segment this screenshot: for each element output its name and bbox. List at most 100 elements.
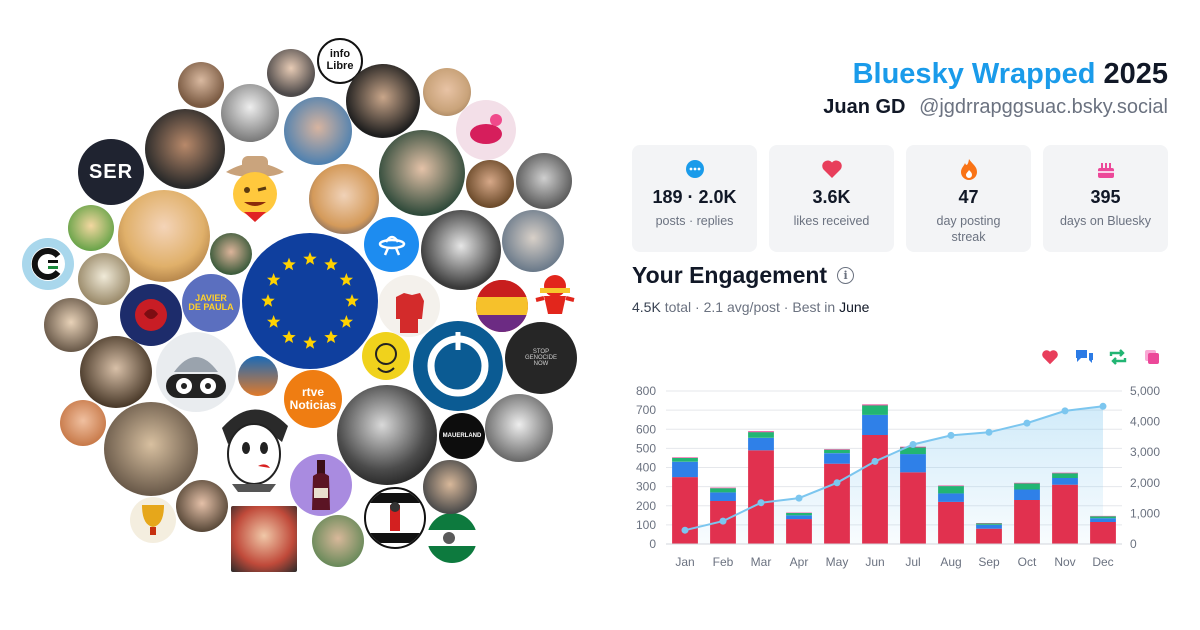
bar-segment-quotes bbox=[748, 431, 774, 433]
avatar-photo-12[interactable] bbox=[210, 233, 252, 275]
bar-segment-likes bbox=[900, 472, 926, 544]
engagement-best-month: June bbox=[839, 299, 870, 315]
avatar-photo-4[interactable] bbox=[346, 64, 420, 138]
bar-segment-replies bbox=[1090, 518, 1116, 522]
x-tick-label: Aug bbox=[940, 555, 961, 569]
y-left-tick-label: 600 bbox=[636, 422, 656, 436]
cowboy-emoji-icon bbox=[226, 156, 284, 222]
avatar-eu-flag[interactable] bbox=[242, 233, 378, 369]
x-tick-label: Jul bbox=[905, 555, 920, 569]
x-tick-label: May bbox=[826, 555, 849, 569]
avatar-stop-genocide[interactable]: STOP GENOCIDE NOW bbox=[505, 322, 577, 394]
avatar-woman-sunglasses[interactable] bbox=[118, 190, 210, 282]
avatar-rtve[interactable]: rtve Noticias bbox=[284, 370, 342, 428]
user-handle[interactable]: @jgdrrapggsuac.bsky.social bbox=[919, 96, 1168, 118]
stat-label: day posting streak bbox=[936, 214, 1001, 245]
avatar-cartoon[interactable] bbox=[212, 398, 296, 492]
avatar-javier-de-paula[interactable]: JAVIER DE PAULA bbox=[182, 274, 240, 332]
bar-segment-likes bbox=[748, 450, 774, 544]
chat-bubble-icon bbox=[684, 158, 706, 180]
avatar-photo-1[interactable] bbox=[178, 62, 224, 108]
avatar-blue-ring[interactable] bbox=[412, 320, 504, 412]
stat-label: days on Bluesky bbox=[1059, 214, 1152, 228]
avatar-photo-23[interactable] bbox=[312, 515, 364, 567]
avatar-photo-9[interactable] bbox=[516, 153, 572, 209]
ufo-icon bbox=[378, 235, 405, 255]
stat-value: 47 bbox=[958, 187, 979, 207]
bar-segment-likes bbox=[786, 519, 812, 544]
avatar-photo-3[interactable] bbox=[221, 84, 279, 142]
bar-segment-reposts bbox=[1052, 473, 1078, 478]
avatar-andalusia-flag[interactable] bbox=[427, 513, 477, 563]
avatar-photo-16[interactable] bbox=[238, 356, 278, 396]
eu-star bbox=[261, 294, 275, 307]
avatar-republic-flag[interactable] bbox=[476, 280, 528, 332]
quote-icon[interactable] bbox=[1142, 347, 1162, 367]
avatar-photo-2[interactable] bbox=[267, 49, 315, 97]
info-icon[interactable]: i bbox=[837, 267, 855, 284]
eu-star bbox=[345, 294, 359, 307]
avatar-robot[interactable] bbox=[156, 332, 236, 412]
repost-icon[interactable] bbox=[1108, 347, 1128, 367]
lips-icon bbox=[470, 114, 502, 144]
bar-segment-likes bbox=[1090, 522, 1116, 544]
avatar-bw-portrait[interactable] bbox=[337, 385, 437, 485]
robot-face-icon bbox=[166, 357, 226, 398]
avatar-photo-10[interactable] bbox=[309, 164, 379, 234]
avatar-bw-man[interactable] bbox=[421, 210, 501, 290]
avatar-photo-21[interactable] bbox=[176, 480, 228, 532]
reply-icon[interactable] bbox=[1074, 347, 1094, 367]
bar-segment-reposts bbox=[786, 513, 812, 516]
avatar-photo-11[interactable] bbox=[68, 205, 114, 251]
avatar-photo-13[interactable] bbox=[502, 210, 564, 272]
x-tick-label: Nov bbox=[1054, 555, 1075, 569]
stat-value: 3.6K bbox=[812, 187, 851, 207]
y-left-tick-label: 800 bbox=[636, 384, 656, 398]
flame-icon bbox=[958, 158, 980, 180]
avatar-protest-sign[interactable] bbox=[78, 253, 130, 305]
avatar-photo-18[interactable] bbox=[104, 402, 198, 496]
eu-star bbox=[282, 330, 296, 343]
eu-star bbox=[339, 315, 353, 328]
cumulative-point bbox=[1099, 402, 1107, 410]
avatar-photo-7[interactable] bbox=[379, 130, 465, 216]
avatar-photo-17[interactable] bbox=[60, 400, 106, 446]
red-character-icon bbox=[535, 275, 575, 314]
avatar-mauerland[interactable]: MAUERLAND bbox=[439, 413, 485, 459]
fist-icon bbox=[396, 293, 424, 333]
avatar-photo-14[interactable] bbox=[44, 298, 98, 352]
avatar-red-character[interactable] bbox=[532, 270, 578, 322]
avatar-photo-5[interactable] bbox=[423, 68, 471, 116]
eu-star bbox=[324, 330, 338, 343]
engagement-total: 4.5K bbox=[632, 299, 661, 315]
avatar-cowboy-emoji[interactable] bbox=[222, 150, 288, 224]
avatar-ufo-logo[interactable] bbox=[364, 217, 419, 272]
avatar-yellow-badge[interactable] bbox=[362, 332, 410, 380]
avatar-photo-22[interactable] bbox=[231, 506, 297, 572]
avatar-photo-20[interactable] bbox=[423, 460, 477, 514]
eu-star bbox=[324, 257, 338, 271]
title-brand: Bluesky Wrapped bbox=[852, 58, 1096, 90]
avatar-cinema[interactable] bbox=[364, 487, 426, 549]
avatar-rose[interactable] bbox=[120, 284, 182, 346]
avatar-lips[interactable] bbox=[456, 100, 516, 160]
bar-segment-reposts bbox=[1014, 483, 1040, 490]
bar-segment-replies bbox=[786, 515, 812, 520]
stat-value: 189 · 2.0K bbox=[652, 187, 737, 207]
trophy-icon bbox=[142, 505, 164, 535]
avatar-photo-6[interactable] bbox=[284, 97, 352, 165]
avatar-ser[interactable]: SER bbox=[78, 139, 144, 205]
avatar-photo-15[interactable] bbox=[80, 336, 152, 408]
avatar-photo-8[interactable] bbox=[466, 160, 514, 208]
avatar-red-fist[interactable] bbox=[378, 275, 440, 337]
heart-icon[interactable] bbox=[1040, 347, 1060, 367]
eu-star bbox=[267, 273, 281, 286]
cumulative-point bbox=[871, 457, 879, 465]
bar-segment-replies bbox=[672, 461, 698, 478]
avatar-masked-man[interactable] bbox=[145, 109, 225, 189]
avatar-wine[interactable] bbox=[290, 454, 352, 516]
avatar-photo-19[interactable] bbox=[485, 394, 553, 462]
avatar-palestine-c[interactable] bbox=[22, 238, 74, 290]
y-right-tick-label: 4,000 bbox=[1130, 415, 1160, 429]
avatar-golden-cup[interactable] bbox=[130, 497, 176, 543]
